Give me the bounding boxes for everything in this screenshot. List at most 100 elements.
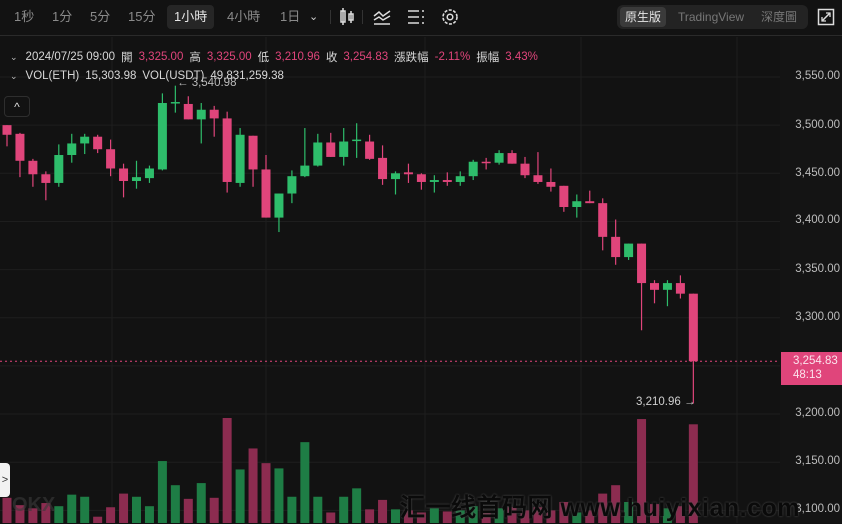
chevron-down-icon[interactable]: ⌄ [10,51,18,62]
volume-bar [572,512,582,523]
candle-body [507,153,517,164]
vol-usdt-label: VOL(USDT) [142,70,205,82]
candle-body [455,176,465,182]
volume-bar [429,508,439,523]
open-label: 開 [121,52,133,64]
candle-body [300,165,310,177]
candle-body [352,139,362,142]
candle-datetime: 2024/07/25 09:00 [25,51,116,63]
high-value: 3,325.00 [206,51,252,63]
volume-bar [106,507,116,523]
volume-bar [416,512,426,523]
price-tick: 3,100.00 [795,503,840,515]
candle-body [144,168,154,179]
candle-body [650,283,659,290]
volume-bar [261,463,271,523]
price-tick: 3,400.00 [795,214,840,226]
volume-bar [378,499,388,523]
candle-body [494,153,504,163]
expand-panel-button[interactable]: > [0,463,10,497]
vol-eth-value: 15,303.98 [85,70,137,82]
volume-bar [520,510,530,523]
candle-body [365,141,375,159]
candle-body [106,149,116,169]
chevron-down-icon[interactable]: ⌄ [309,11,319,23]
chevron-down-icon[interactable]: ⌄ [10,70,18,81]
view-depth[interactable]: 深度圖 [761,10,798,24]
volume-bar [507,507,517,523]
candle-body [624,243,634,258]
volume-bar [326,512,336,523]
timeframe-5m[interactable]: 5分 [90,9,111,24]
candle-body [2,125,12,135]
volume-bar [611,485,621,523]
candlestick-type-icon[interactable] [338,7,358,27]
view-tradingview[interactable]: TradingView [678,10,745,24]
timeframe-15m[interactable]: 15分 [128,9,156,24]
fullscreen-icon[interactable] [817,8,837,28]
volume-bar [403,510,413,523]
volume-bar [222,418,232,523]
volume-bar [468,506,478,523]
gear-icon[interactable] [440,7,460,27]
indicator-icon[interactable] [372,7,392,27]
timeframe-1m[interactable]: 1分 [52,9,73,24]
view-switcher: 原生版 TradingView 深度圖 [617,5,808,29]
low-label: 低 [257,52,270,64]
candle-body [468,161,478,177]
volume-bar [313,496,323,523]
candle-body [559,185,569,208]
candle-body [170,102,180,104]
low-marker: 3,210.96 → [636,396,696,408]
volume-bar [183,498,193,523]
list-settings-icon[interactable] [406,7,426,27]
candle-body [67,143,77,156]
volume-bar [559,502,569,523]
change-value: -2.11% [434,51,471,63]
volume-bar [546,510,556,523]
volume-bar [15,505,25,523]
price-tick: 3,300.00 [795,311,840,323]
collapse-info-button[interactable]: ^ [4,96,30,117]
candle-body [132,177,141,182]
candle-body [183,103,193,120]
price-tick: 3,550.00 [795,70,840,82]
candle-body [675,283,685,294]
volume-bar [41,503,51,523]
candle-body [28,160,38,175]
candle-body [662,283,672,290]
candle-body [611,236,621,258]
timeframe-1h[interactable]: 1小時 [167,5,215,29]
timeframe-1d[interactable]: 1日 [280,9,301,24]
volume-bar [624,502,634,523]
volume-bar [533,507,543,523]
candle-body [416,174,426,182]
volume-bar [287,496,297,523]
candle-body [481,161,491,164]
close-label: 收 [325,52,338,64]
candle-body [209,109,219,119]
candle-body [41,174,51,183]
candle-body [274,193,284,218]
volume-bar [585,510,595,523]
price-tick: 3,350.00 [795,263,840,275]
view-native[interactable]: 原生版 [620,7,667,27]
candle-body [546,181,556,187]
volume-bar [637,419,647,523]
volume-bar [455,510,465,523]
candle-body [533,175,543,182]
timeframe-1s[interactable]: 1秒 [14,9,35,24]
candle-body [520,163,530,176]
volume-bar [196,483,206,523]
volume-bar [93,516,103,523]
candle-body [287,176,297,194]
timeframe-4h[interactable]: 4小時 [227,9,261,24]
volume-bar [675,506,685,523]
price-axis[interactable] [780,37,842,523]
close-value: 3,254.83 [343,51,389,63]
volume-bar [300,442,310,523]
candle-body [442,180,452,182]
volume-bar [442,511,452,523]
candle-body [196,109,206,120]
